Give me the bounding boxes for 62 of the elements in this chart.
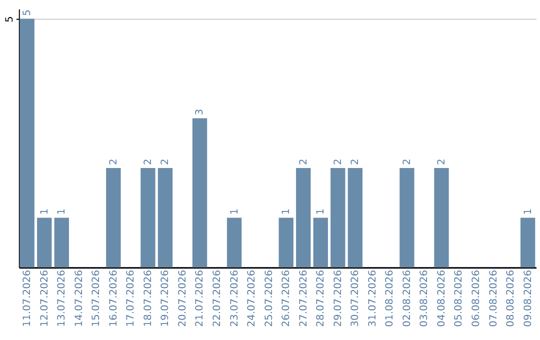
x-tick-label: 08.08.2026 xyxy=(506,270,517,327)
x-tick-label: 26.07.2026 xyxy=(281,270,292,327)
bar xyxy=(348,168,362,268)
bar xyxy=(313,218,328,268)
bar xyxy=(106,168,121,268)
x-tick-label: 13.07.2026 xyxy=(56,270,68,327)
x-tick-label: 14.07.2026 xyxy=(74,270,85,327)
data-label: 3 xyxy=(194,108,206,116)
x-tick-label: 01.08.2026 xyxy=(384,270,396,327)
bar xyxy=(278,218,294,268)
bar xyxy=(192,118,208,268)
x-tick-label: 05.08.2026 xyxy=(454,270,465,327)
x-tick-label: 04.08.2026 xyxy=(436,270,448,327)
x-tick-label: 27.07.2026 xyxy=(298,270,310,327)
x-tick-label: 02.08.2026 xyxy=(402,270,413,327)
x-tick-label: 15.07.2026 xyxy=(91,270,102,327)
x-tick-label: 23.07.2026 xyxy=(229,270,240,327)
data-label: 1 xyxy=(316,208,327,215)
data-label: 1 xyxy=(281,208,292,215)
bar xyxy=(140,168,156,268)
x-tick-label: 12.07.2026 xyxy=(39,270,50,327)
x-tick-label: 25.07.2026 xyxy=(264,270,275,327)
x-tick-label: 06.08.2026 xyxy=(471,270,482,327)
x-tick-label: 19.07.2026 xyxy=(160,270,172,327)
bar xyxy=(400,168,414,268)
x-tick-label: 18.07.2026 xyxy=(142,270,154,327)
bar xyxy=(54,218,69,268)
bar xyxy=(37,218,52,268)
data-label: 2 xyxy=(350,158,362,165)
bar xyxy=(226,218,242,268)
x-tick-label: 31.07.2026 xyxy=(367,270,378,327)
data-label: 1 xyxy=(229,208,240,215)
x-tick-label: 16.07.2026 xyxy=(108,270,120,327)
x-tick-label: 21.07.2026 xyxy=(194,270,206,327)
data-label: 2 xyxy=(298,158,310,165)
data-label: 2 xyxy=(160,158,172,165)
bar xyxy=(158,168,173,268)
data-label: 1 xyxy=(39,208,50,215)
x-tick-label: 30.07.2026 xyxy=(350,270,362,327)
x-tick-label: 09.08.2026 xyxy=(522,270,534,327)
x-tick-label: 28.07.2026 xyxy=(316,270,327,327)
x-tick-label: 29.07.2026 xyxy=(332,270,344,327)
data-label: 1 xyxy=(56,208,68,215)
x-tick-label: 17.07.2026 xyxy=(126,270,137,327)
x-tick-label: 20.07.2026 xyxy=(177,270,188,327)
bar xyxy=(520,218,536,268)
bar xyxy=(434,168,449,268)
x-tick-label: 07.08.2026 xyxy=(488,270,500,327)
x-tick-label: 11.07.2026 xyxy=(22,270,34,327)
data-label: 2 xyxy=(402,158,413,165)
x-tick-label: 24.07.2026 xyxy=(246,270,258,327)
x-tick-label: 22.07.2026 xyxy=(212,270,224,327)
bar xyxy=(330,168,346,268)
data-label: 2 xyxy=(332,158,344,165)
bar xyxy=(296,168,311,268)
data-label: 2 xyxy=(142,158,154,165)
data-label: 5 xyxy=(22,10,34,16)
data-label: 2 xyxy=(108,158,120,165)
bar xyxy=(20,18,34,268)
x-tick-label: 03.08.2026 xyxy=(419,270,430,327)
data-label: 1 xyxy=(522,208,534,215)
data-label: 2 xyxy=(436,158,448,165)
